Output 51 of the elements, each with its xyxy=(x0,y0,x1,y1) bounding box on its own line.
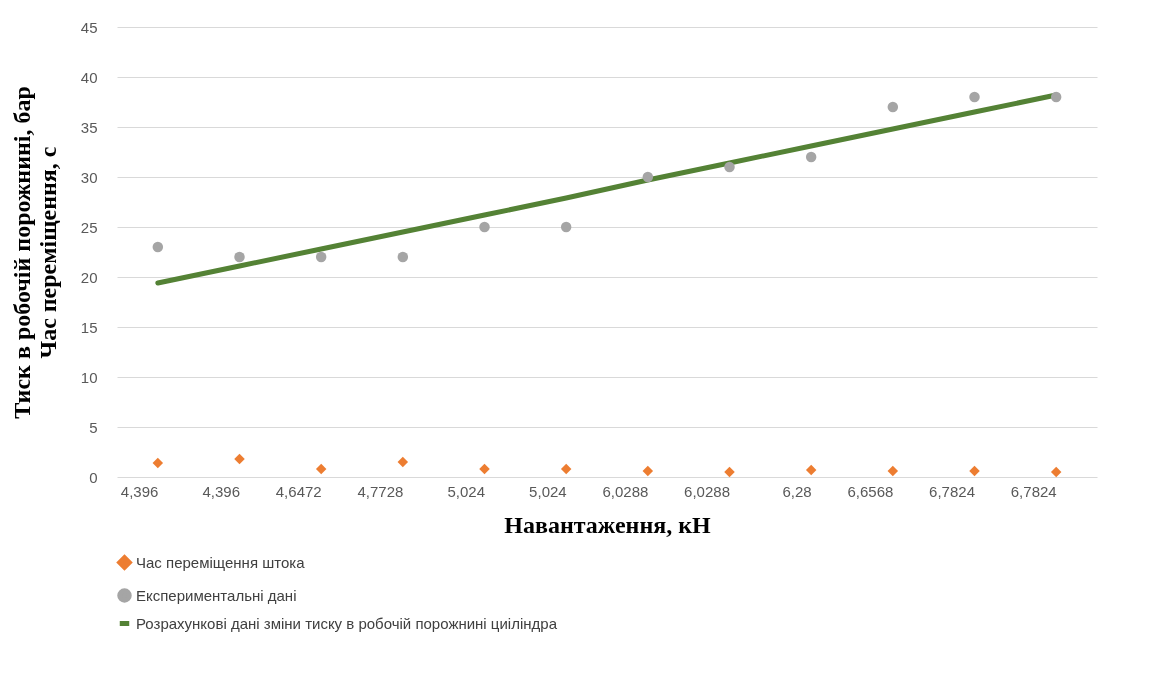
x-tick-label: 6,7824 xyxy=(929,482,975,500)
point xyxy=(805,151,817,163)
y-tick-label: 40 xyxy=(80,68,98,86)
y-tick-label: 15 xyxy=(80,318,98,336)
x-tick-label: 5,024 xyxy=(447,482,485,500)
x-axis-title: Навантаження, кН xyxy=(504,511,712,538)
point xyxy=(642,171,654,183)
x-tick-label: 5,024 xyxy=(529,482,567,500)
point xyxy=(560,221,572,233)
legend-label: Експериментальні дані xyxy=(136,586,297,604)
x-tick-label: 6,0288 xyxy=(602,482,649,500)
point xyxy=(315,463,327,475)
x-tick-label: 6,28 xyxy=(782,482,812,500)
y-tick-label: 30 xyxy=(80,168,98,186)
point xyxy=(234,251,245,263)
legend-label: Час переміщення штока xyxy=(136,553,306,571)
point xyxy=(969,465,980,477)
x-tick-label: 4,396 xyxy=(120,482,159,500)
y-tick-label: 45 xyxy=(80,18,98,36)
y-tick-label: 10 xyxy=(80,368,98,386)
point xyxy=(1050,466,1062,478)
y-tick-label: 5 xyxy=(89,418,98,436)
point xyxy=(479,463,490,475)
y-axis-title: Тиск в робочій порожнині, бар Час переміщення, с xyxy=(8,86,61,419)
point xyxy=(969,91,980,103)
point xyxy=(642,465,654,477)
point xyxy=(397,251,409,263)
point xyxy=(724,161,735,173)
point xyxy=(315,251,327,263)
y-tick-label: 0 xyxy=(89,468,98,486)
x-tick-label: 6,7824 xyxy=(1010,482,1057,500)
y-tick-label: 20 xyxy=(80,268,98,286)
point xyxy=(152,457,164,469)
point xyxy=(397,456,409,468)
x-tick-label: 6,0288 xyxy=(684,482,730,500)
point xyxy=(234,453,245,465)
x-tick-label: 4,6472 xyxy=(275,482,322,500)
x-tick-label: 4,7728 xyxy=(357,482,404,500)
x-tick-label: 6,6568 xyxy=(847,482,894,500)
legend-label: Розрахункові дані зміни тиску в робочій порожнині циіліндра xyxy=(136,614,558,632)
y-tick-label: 25 xyxy=(80,218,98,236)
point xyxy=(560,463,572,475)
point xyxy=(805,464,817,476)
point xyxy=(887,101,899,113)
y-tick-label: 35 xyxy=(80,118,98,136)
point xyxy=(724,466,735,478)
point xyxy=(887,465,899,477)
point xyxy=(479,221,490,233)
x-tick-label: 4,396 xyxy=(202,482,240,500)
point xyxy=(1050,91,1062,103)
point xyxy=(152,241,164,253)
